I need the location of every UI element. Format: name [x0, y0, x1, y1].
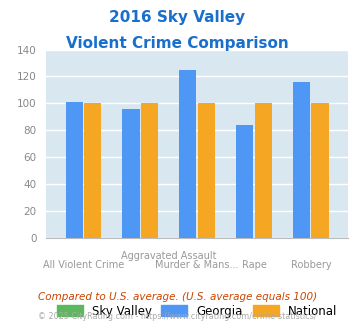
- Bar: [311, 103, 328, 238]
- Text: Robbery: Robbery: [291, 260, 331, 270]
- Bar: [255, 103, 272, 238]
- Text: Violent Crime Comparison: Violent Crime Comparison: [66, 36, 289, 51]
- Legend: Sky Valley, Georgia, National: Sky Valley, Georgia, National: [52, 300, 342, 322]
- Text: Aggravated Assault: Aggravated Assault: [121, 251, 216, 261]
- Bar: [179, 70, 196, 238]
- Bar: [122, 109, 140, 238]
- Text: © 2025 CityRating.com - https://www.cityrating.com/crime-statistics/: © 2025 CityRating.com - https://www.city…: [38, 312, 317, 321]
- Text: Rape: Rape: [241, 260, 266, 270]
- Bar: [141, 103, 158, 238]
- Bar: [84, 103, 101, 238]
- Text: Compared to U.S. average. (U.S. average equals 100): Compared to U.S. average. (U.S. average …: [38, 292, 317, 302]
- Bar: [198, 103, 215, 238]
- Bar: [236, 125, 253, 238]
- Bar: [293, 82, 310, 238]
- Text: All Violent Crime: All Violent Crime: [43, 260, 124, 270]
- Text: Murder & Mans...: Murder & Mans...: [155, 260, 239, 270]
- Bar: [66, 102, 83, 238]
- Text: 2016 Sky Valley: 2016 Sky Valley: [109, 10, 246, 25]
